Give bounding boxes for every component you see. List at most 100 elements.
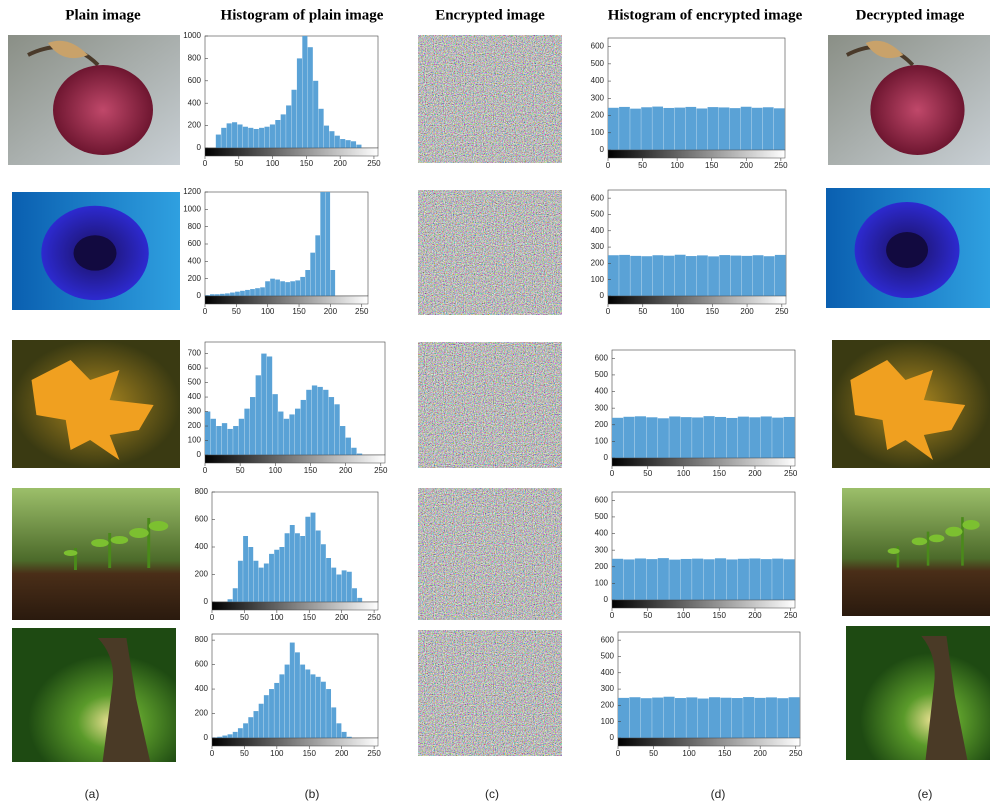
- x-tick-label: 50: [643, 611, 652, 620]
- decrypted-image: [828, 35, 990, 165]
- x-tick-label: 50: [240, 613, 249, 622]
- x-tick-label: 200: [748, 469, 762, 478]
- bar: [264, 564, 269, 603]
- y-tick-label: 0: [600, 145, 605, 154]
- bar: [270, 279, 275, 296]
- bar: [286, 105, 291, 148]
- y-tick-label: 400: [591, 226, 605, 235]
- bar: [222, 423, 227, 455]
- bar: [641, 107, 652, 150]
- bar: [743, 697, 754, 738]
- x-tick-label: 150: [292, 307, 306, 316]
- bar: [290, 281, 295, 296]
- bar: [264, 695, 269, 738]
- x-tick-label: 0: [610, 469, 615, 478]
- bar: [256, 375, 261, 455]
- x-tick-label: 50: [638, 161, 647, 170]
- x-tick-label: 100: [270, 613, 284, 622]
- bar: [329, 397, 334, 455]
- bar: [726, 559, 737, 600]
- y-tick-label: 100: [601, 717, 615, 726]
- bar: [612, 559, 623, 600]
- bar: [220, 294, 225, 296]
- bar: [269, 689, 274, 738]
- y-tick-label: 100: [591, 275, 605, 284]
- bar: [248, 128, 253, 148]
- decrypted-image: [842, 488, 990, 616]
- bar: [300, 277, 305, 296]
- bar: [305, 517, 310, 602]
- bar: [285, 282, 290, 296]
- bar: [749, 558, 760, 600]
- y-tick-label: 100: [591, 128, 605, 137]
- x-tick-label: 0: [606, 307, 611, 316]
- bar: [267, 356, 272, 455]
- bar: [290, 643, 295, 738]
- x-tick-label: 200: [335, 749, 349, 758]
- y-tick-label: 800: [195, 635, 209, 644]
- x-tick-label: 150: [713, 469, 727, 478]
- figure: Plain image Histogram of plain image Enc…: [0, 0, 997, 804]
- panel-label: (a): [85, 787, 100, 801]
- y-tick-label: 200: [601, 700, 615, 709]
- plain-image: [12, 628, 176, 762]
- bar: [248, 717, 253, 738]
- y-tick-label: 300: [595, 545, 609, 554]
- x-tick-label: 250: [774, 161, 788, 170]
- y-tick-label: 500: [591, 59, 605, 68]
- bar: [635, 558, 646, 600]
- bar: [216, 426, 221, 455]
- bar: [312, 385, 317, 455]
- bar: [755, 698, 766, 738]
- bar: [784, 417, 795, 458]
- bar: [669, 416, 680, 458]
- plain-image: [12, 340, 180, 468]
- y-tick-label: 400: [591, 76, 605, 85]
- bar: [228, 599, 233, 602]
- x-tick-label: 250: [374, 466, 388, 475]
- bar: [279, 674, 284, 738]
- bar: [259, 568, 264, 602]
- y-tick-label: 600: [591, 193, 605, 202]
- bar: [337, 723, 342, 738]
- bar: [738, 417, 749, 458]
- bar: [709, 697, 720, 738]
- bar: [250, 289, 255, 296]
- bar: [269, 554, 274, 602]
- bar: [313, 81, 318, 148]
- bar: [329, 131, 334, 148]
- bar: [316, 531, 321, 603]
- y-tick-label: 1200: [183, 187, 201, 196]
- x-tick-label: 200: [335, 613, 349, 622]
- bar: [347, 572, 352, 602]
- y-tick-label: 200: [591, 258, 605, 267]
- bar: [669, 560, 680, 600]
- y-tick-label: 300: [595, 403, 609, 412]
- bar: [289, 414, 294, 455]
- y-tick-label: 500: [591, 210, 605, 219]
- y-tick-label: 600: [595, 495, 609, 504]
- bar: [243, 723, 248, 738]
- bar: [295, 280, 300, 296]
- y-tick-label: 200: [188, 121, 202, 130]
- bar: [318, 387, 323, 455]
- panel-label: (e): [918, 787, 933, 801]
- y-tick-label: 300: [188, 407, 202, 416]
- decrypted-image: [832, 340, 990, 468]
- bar: [331, 568, 336, 602]
- bar: [346, 438, 351, 455]
- bar: [653, 255, 664, 296]
- y-tick-label: 400: [601, 668, 615, 677]
- x-tick-label: 150: [303, 749, 317, 758]
- bar: [686, 256, 697, 296]
- bar: [352, 588, 357, 602]
- y-tick-label: 500: [595, 370, 609, 379]
- bar: [232, 122, 237, 148]
- y-tick-label: 0: [197, 291, 202, 300]
- bar: [280, 281, 285, 296]
- bar: [211, 419, 216, 455]
- bar: [305, 270, 310, 296]
- bar: [255, 288, 260, 296]
- bar: [285, 533, 290, 602]
- bar: [726, 418, 737, 458]
